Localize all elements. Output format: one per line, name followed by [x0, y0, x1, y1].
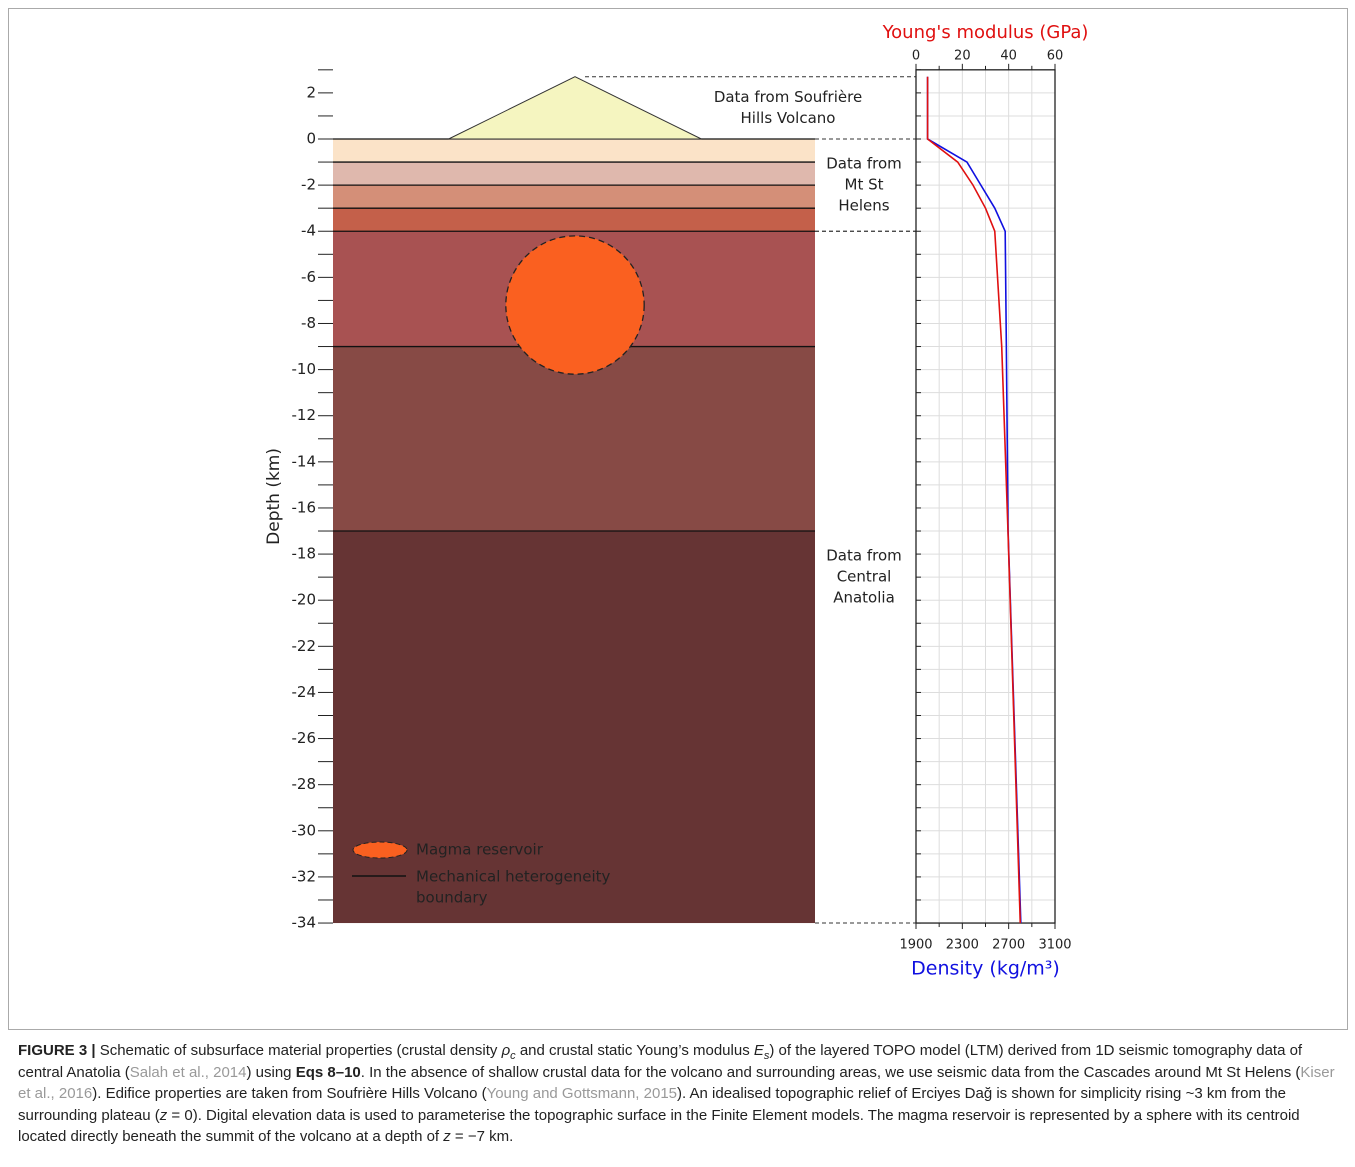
annotation: Mt St	[845, 176, 884, 194]
profile-line	[928, 77, 1021, 923]
y-tick-label: 0	[306, 130, 316, 148]
edifice	[449, 77, 702, 139]
legend-label: Magma reservoir	[416, 841, 544, 859]
y-tick-label: -8	[301, 314, 316, 332]
caption-text: ). Edifice properties are taken from Sou…	[92, 1085, 486, 1102]
page: -34-32-30-28-26-24-22-20-18-16-14-12-10-…	[0, 0, 1355, 1167]
y-axis-title: Depth (km)	[264, 448, 284, 545]
layer	[333, 139, 815, 162]
y-tick-label: -16	[292, 498, 317, 516]
y-tick-label: -20	[292, 591, 317, 609]
caption-text: Eqs 8–10	[296, 1064, 361, 1081]
legend-label: Mechanical heterogeneity	[416, 868, 611, 886]
x-tick-label: 2300	[946, 938, 979, 953]
annotation: Data from Soufrière	[714, 88, 862, 106]
caption-text: = −7 km.	[451, 1128, 514, 1145]
y-tick-label: -14	[292, 452, 317, 470]
layer	[333, 531, 815, 923]
legend-label: boundary	[416, 889, 488, 907]
citation-link[interactable]: Salah et al., 2014	[130, 1064, 247, 1081]
y-tick-label: -34	[292, 914, 317, 932]
caption-text: . In the absence of shallow crustal data…	[361, 1064, 1301, 1081]
y-tick-label: -30	[292, 821, 317, 839]
x-tick-label: 2700	[992, 938, 1025, 953]
layer	[333, 208, 815, 231]
x-axis-title: Density (kg/m³)	[911, 958, 1060, 980]
x2-tick-label: 40	[1000, 48, 1017, 63]
annotation: Central	[837, 568, 892, 586]
annotation: Hills Volcano	[741, 109, 836, 127]
figure: -34-32-30-28-26-24-22-20-18-16-14-12-10-…	[0, 0, 1355, 1035]
y-tick-label: -12	[292, 406, 317, 424]
annotation: Data from	[826, 155, 902, 173]
legend-reservoir-swatch	[353, 842, 407, 858]
caption-text: FIGURE 3 |	[18, 1042, 96, 1059]
x2-tick-label: 20	[954, 48, 971, 63]
caption-text: and crustal static Young’s modulus	[516, 1042, 754, 1059]
y-tick-label: -6	[301, 268, 316, 286]
x-tick-label: 3100	[1038, 938, 1071, 953]
caption-text: ) using	[247, 1064, 296, 1081]
y-tick-label: -24	[292, 683, 317, 701]
annotation: Helens	[838, 197, 889, 215]
annotation: Anatolia	[833, 589, 895, 607]
x2-axis-title: Young's modulus (GPa)	[882, 22, 1089, 43]
y-tick-label: 2	[306, 83, 316, 101]
caption-text: Schematic of subsurface material propert…	[96, 1042, 502, 1059]
layer	[333, 185, 815, 208]
y-tick-label: -26	[292, 729, 317, 747]
caption-text: E	[754, 1042, 764, 1059]
x-tick-label: 1900	[899, 938, 932, 953]
y-tick-label: -2	[301, 176, 316, 194]
y-tick-label: -32	[292, 867, 317, 885]
y-tick-label: -18	[292, 545, 317, 563]
caption: FIGURE 3 | Schematic of subsurface mater…	[18, 1040, 1343, 1148]
y-tick-label: -28	[292, 775, 317, 793]
caption-text: = 0). Digital elevation data is used to …	[18, 1107, 1300, 1146]
y-tick-label: -4	[301, 222, 316, 240]
x2-tick-label: 60	[1047, 48, 1064, 63]
x2-tick-label: 0	[912, 48, 920, 63]
layer	[333, 162, 815, 185]
magma-reservoir	[506, 236, 644, 374]
citation-link[interactable]: Young and Gottsmann, 2015	[487, 1085, 677, 1102]
caption-text: z	[443, 1128, 451, 1145]
y-tick-label: -10	[292, 360, 317, 378]
layer	[333, 347, 815, 531]
caption-text: ρ	[502, 1042, 511, 1059]
y-tick-label: -22	[292, 637, 317, 655]
annotation: Data from	[826, 547, 902, 565]
